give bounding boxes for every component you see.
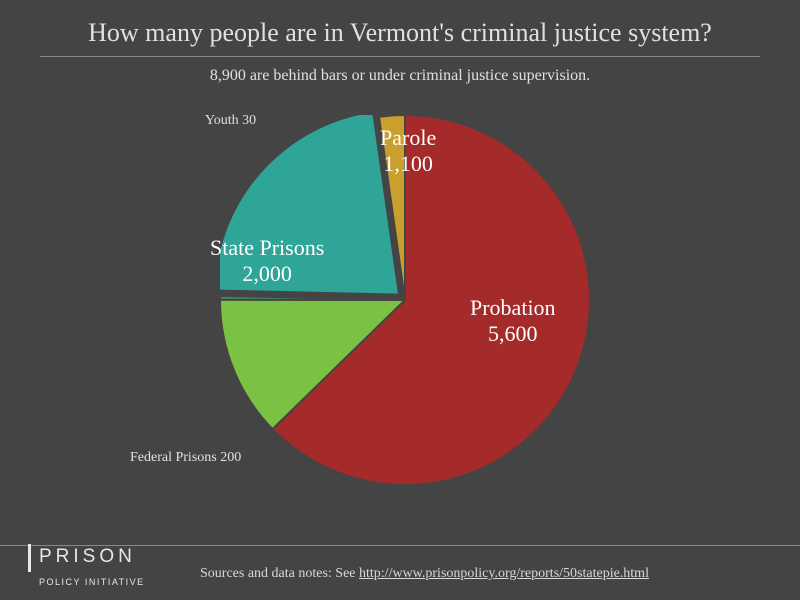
logo-bar-icon xyxy=(28,544,31,572)
subtitle: 8,900 are behind bars or under criminal … xyxy=(0,67,800,85)
pie-svg xyxy=(220,115,620,515)
footer: PRISON POLICY INITIATIVE Sources and dat… xyxy=(0,545,800,600)
pie-slice xyxy=(220,296,405,300)
page-title: How many people are in Vermont's crimina… xyxy=(0,0,800,48)
sources-link[interactable]: http://www.prisonpolicy.org/reports/50st… xyxy=(359,566,649,581)
pie-slice xyxy=(220,115,399,295)
logo-line2: POLICY INITIATIVE xyxy=(39,577,145,587)
sources-prefix: Sources and data notes: See xyxy=(200,566,359,581)
logo-line1: PRISON xyxy=(39,546,136,567)
title-divider xyxy=(40,56,760,57)
sources-line: Sources and data notes: See http://www.p… xyxy=(200,566,649,582)
pie-chart: Probation5,600Parole1,100Youth 30State P… xyxy=(0,95,800,515)
logo: PRISON POLICY INITIATIVE xyxy=(28,544,145,590)
